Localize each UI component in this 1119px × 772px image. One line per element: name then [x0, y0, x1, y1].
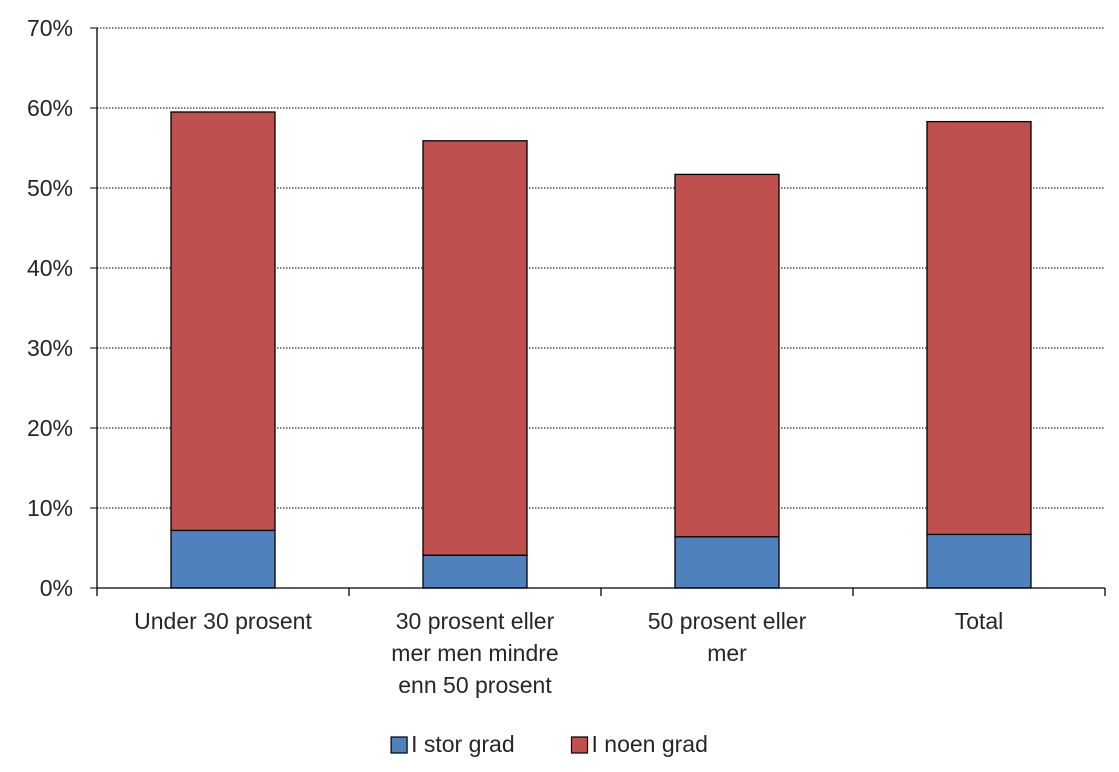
- legend-label: I noen grad: [592, 731, 708, 757]
- legend-label: I stor grad: [411, 731, 515, 757]
- y-tick-label: 60%: [27, 95, 73, 121]
- y-tick-label: 40%: [27, 255, 73, 281]
- bar-segment: [422, 554, 528, 589]
- legend-swatch: [570, 736, 589, 754]
- bar-segment: [926, 533, 1032, 589]
- bar-segment: [674, 173, 780, 538]
- legend-swatch: [390, 736, 408, 754]
- y-tick-label: 50%: [27, 175, 73, 201]
- y-tick-label: 30%: [27, 335, 73, 361]
- x-category-label: Under 30 prosent: [134, 608, 312, 634]
- bar-segment: [170, 111, 276, 532]
- bar-segment: [674, 536, 780, 589]
- x-category-label: 50 prosent eller mer: [648, 608, 807, 666]
- axis-labels: 0% 10% 20% 30% 40% 50% 60% 70% Under 30 prosent 3…: [27, 15, 1003, 698]
- bar-segment: [422, 140, 528, 556]
- y-tick-label: 10%: [27, 495, 73, 521]
- y-tick-label: 0%: [40, 575, 73, 601]
- y-tick-label: 20%: [27, 415, 73, 441]
- bar-segment: [170, 529, 276, 589]
- y-tick-label: 70%: [27, 15, 73, 41]
- axes: [90, 27, 1106, 596]
- bars: [170, 111, 1032, 589]
- x-category-label: 30 prosent eller mer men mindre enn 50 pro…: [391, 608, 558, 698]
- bar-segment: [926, 120, 1032, 536]
- x-category-label: Total: [955, 608, 1004, 634]
- legend: I stor grad I noen grad: [390, 731, 708, 757]
